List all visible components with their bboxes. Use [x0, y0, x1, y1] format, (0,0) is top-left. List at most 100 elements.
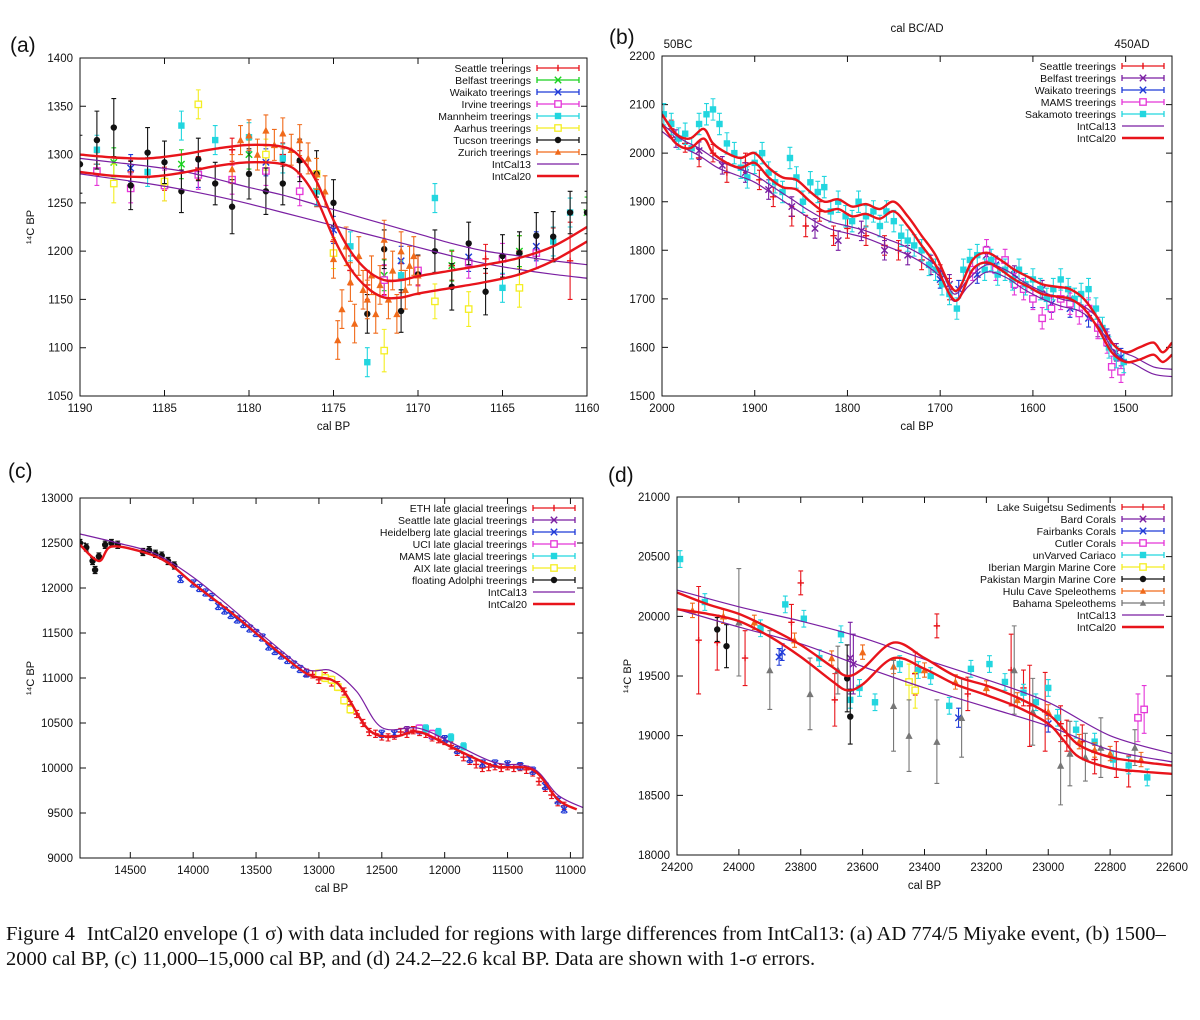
x-tick-label: 23200	[970, 862, 1002, 874]
data-point	[830, 232, 837, 239]
data-point	[811, 224, 819, 233]
legend-entry: Heidelberg late glacial treerings	[380, 527, 576, 539]
y-tick-label: 1500	[629, 391, 655, 403]
y-tick-label: 20500	[638, 552, 670, 564]
data-point	[245, 131, 253, 139]
data-point	[905, 731, 913, 739]
panel-a-label: (a)	[10, 34, 36, 57]
legend-entry: Tucson treerings	[453, 135, 580, 147]
legend-label: IntCal13	[492, 159, 531, 171]
data-point	[295, 187, 304, 196]
legend-entry: Aarhus treerings	[454, 123, 580, 135]
data-point	[1106, 749, 1114, 757]
legend-entry: Irvine treerings	[462, 99, 580, 111]
y-tick-label: 1300	[47, 150, 73, 162]
legend-entry: Fairbanks Corals	[1037, 526, 1165, 538]
data-point	[757, 625, 764, 632]
data-point	[764, 185, 773, 194]
data-point	[1110, 756, 1117, 763]
data-point	[533, 232, 540, 239]
data-point	[313, 170, 321, 178]
data-point	[1144, 774, 1151, 781]
legend-label: Pakistan Margin Marine Core	[980, 574, 1116, 586]
legend-entry: MAMS late glacial treerings	[399, 551, 576, 563]
data-point	[363, 295, 371, 303]
x-tick-label: 11500	[492, 865, 523, 877]
data-point	[1107, 363, 1116, 371]
data-point	[793, 174, 800, 181]
plot-frame	[79, 497, 584, 859]
data-point	[389, 266, 397, 274]
error-bar	[584, 190, 587, 235]
legend-entry: IntCal13	[1077, 121, 1164, 133]
x-tick-label: 1160	[575, 403, 600, 415]
panel-b-plot-area	[662, 98, 1172, 383]
series-line	[80, 173, 587, 279]
legend-entry: IntCal13	[488, 587, 575, 599]
data-point	[95, 553, 103, 560]
data-point	[245, 170, 253, 178]
legend-entry: Seattle treerings	[1040, 61, 1165, 73]
data-point	[953, 305, 961, 312]
legend-entry: Pakistan Margin Marine Core	[980, 574, 1165, 586]
legend-label: Fairbanks Corals	[1037, 526, 1116, 538]
data-point	[821, 183, 828, 191]
data-point	[964, 690, 972, 698]
data-point	[347, 243, 354, 250]
data-point	[723, 642, 730, 650]
data-point	[828, 654, 836, 662]
legend-label: Irvine treerings	[462, 99, 531, 111]
data-point	[695, 637, 702, 644]
error-bar	[80, 134, 83, 194]
legend-label: AIX late glacial treerings	[414, 563, 527, 575]
data-point	[814, 188, 821, 196]
legend-entry: Bahama Speleothems	[1013, 598, 1165, 610]
data-point	[695, 147, 703, 155]
data-series	[662, 98, 1127, 374]
top-axis-tick-label: 450AD	[1114, 39, 1149, 51]
data-series	[905, 663, 920, 709]
legend-label: Seattle treerings	[455, 63, 531, 75]
legend-label: Cutler Corals	[1055, 538, 1116, 550]
data-point	[1001, 678, 1009, 686]
data-point	[925, 261, 933, 269]
data-point	[233, 615, 241, 624]
legend-label: Sakamoto treerings	[1025, 109, 1116, 121]
data-point	[109, 179, 118, 188]
legend-label: MAMS late glacial treerings	[399, 551, 527, 563]
data-point	[982, 684, 990, 692]
data-point	[1029, 295, 1037, 303]
legend-entry: IntCal13	[1077, 610, 1164, 622]
y-tick-label: 12000	[41, 583, 73, 595]
legend-entry: Belfast treerings	[1040, 73, 1165, 85]
data-point	[1125, 762, 1132, 769]
data-point	[782, 601, 789, 608]
data-point	[228, 203, 236, 210]
legend-label: Lake Suigetsu Sediments	[997, 502, 1116, 514]
data-point	[889, 702, 898, 710]
data-point	[355, 252, 363, 260]
legend-entry: Cutler Corals	[1055, 538, 1165, 550]
data-point	[966, 256, 974, 264]
legend-entry: IntCal13	[492, 159, 579, 171]
legend-entry: Sakamoto treerings	[1025, 109, 1165, 121]
data-point	[831, 696, 838, 704]
legend-entry: Waikato treerings	[1035, 85, 1165, 97]
data-point	[460, 743, 467, 750]
data-point	[1066, 749, 1074, 757]
y-tick-label: 10500	[41, 718, 73, 730]
x-tick-label: 1500	[1113, 403, 1139, 415]
data-point	[178, 122, 185, 129]
data-point	[472, 761, 480, 768]
x-tick-label: 1175	[321, 403, 346, 415]
x-axis-label: cal BP	[900, 421, 934, 433]
plot-frame	[676, 496, 1173, 856]
data-point	[1077, 290, 1085, 298]
y-tick-label: 13000	[41, 493, 73, 505]
series-line	[677, 591, 1172, 767]
legend-entry: UCI late glacial treerings	[413, 539, 576, 551]
data-point	[709, 106, 717, 113]
